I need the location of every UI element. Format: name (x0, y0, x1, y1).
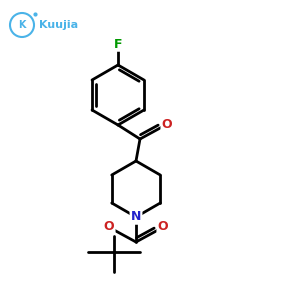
Text: Kuujia: Kuujia (39, 20, 78, 30)
Text: O: O (158, 220, 168, 233)
Text: N: N (131, 211, 141, 224)
Text: F: F (114, 38, 122, 50)
Text: O: O (162, 118, 172, 130)
Text: K: K (18, 20, 26, 30)
Text: O: O (104, 220, 114, 233)
